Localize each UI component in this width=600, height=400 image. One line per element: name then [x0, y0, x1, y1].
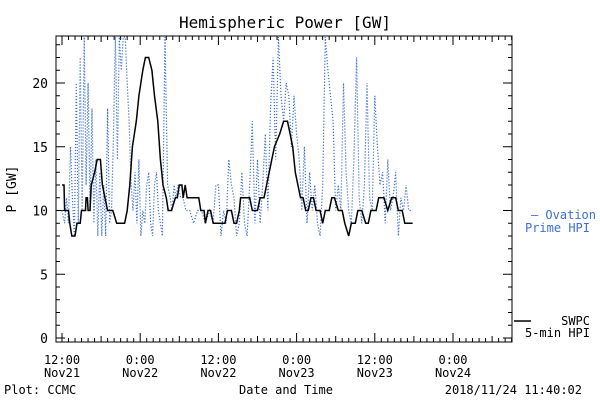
- x-tick-label-time: 0:00: [439, 353, 468, 367]
- x-tick-label-time: 0:00: [282, 353, 311, 367]
- plot-credit: Plot: CCMC: [4, 383, 76, 397]
- legend-ovation-marker: –: [531, 208, 539, 222]
- legend-swpc: SWPC 5-min HPI: [514, 314, 590, 340]
- x-tick-label-date: Nov23: [357, 366, 393, 380]
- x-tick-label-date: Nov24: [435, 366, 471, 380]
- y-tick-label: 5: [40, 268, 48, 283]
- legend-ovation-line2: Prime HPI: [525, 221, 590, 235]
- x-tick-label-time: 0:00: [126, 353, 155, 367]
- plot-timestamp: 2018/11/24 11:40:02: [445, 383, 582, 397]
- legend-ovation: – Ovation Prime HPI: [525, 208, 596, 235]
- chart-title: Hemispheric Power [GW]: [179, 13, 391, 32]
- x-tick-label-date: Nov22: [122, 366, 158, 380]
- x-tick-label-date: Nov21: [44, 366, 80, 380]
- x-tick-label-date: Nov23: [279, 366, 315, 380]
- legend-swpc-line2: 5-min HPI: [525, 326, 590, 340]
- series-ovation-prime-hpi: [61, 36, 413, 237]
- legend-ovation-line1: Ovation: [545, 208, 596, 222]
- y-tick-label: 0: [40, 332, 48, 347]
- y-tick-label: 10: [32, 205, 48, 220]
- y-axis-label: P [GW]: [5, 166, 20, 213]
- series-layer: [61, 36, 413, 237]
- x-tick-label-date: Nov22: [200, 366, 236, 380]
- series-swpc-5min-hpi: [62, 56, 413, 237]
- axis-ticks: 0510152012:00Nov210:00Nov2212:00Nov220:0…: [32, 36, 513, 380]
- y-tick-label: 20: [32, 77, 48, 92]
- x-axis-label: Date and Time: [239, 383, 333, 397]
- plot-frame: [55, 35, 513, 343]
- x-tick-label-time: 12:00: [357, 353, 393, 367]
- y-tick-label: 15: [32, 141, 48, 156]
- legend-swpc-line1: SWPC: [561, 314, 590, 328]
- x-tick-label-time: 12:00: [44, 353, 80, 367]
- x-tick-label-time: 12:00: [200, 353, 236, 367]
